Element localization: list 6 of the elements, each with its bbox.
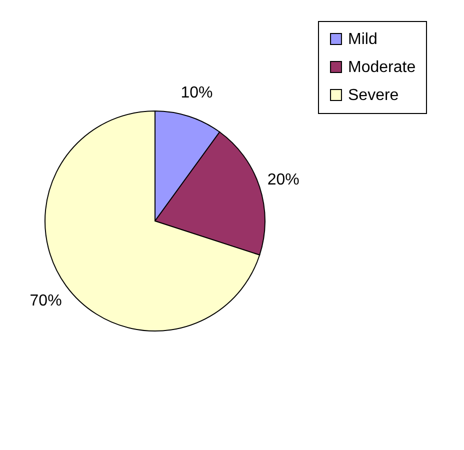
legend-label: Mild: [348, 31, 378, 48]
data-label: 10%: [180, 84, 213, 102]
legend-label: Moderate: [348, 59, 416, 76]
legend-label: Severe: [348, 87, 399, 104]
data-label: 20%: [267, 171, 300, 188]
data-label: 70%: [30, 292, 62, 310]
